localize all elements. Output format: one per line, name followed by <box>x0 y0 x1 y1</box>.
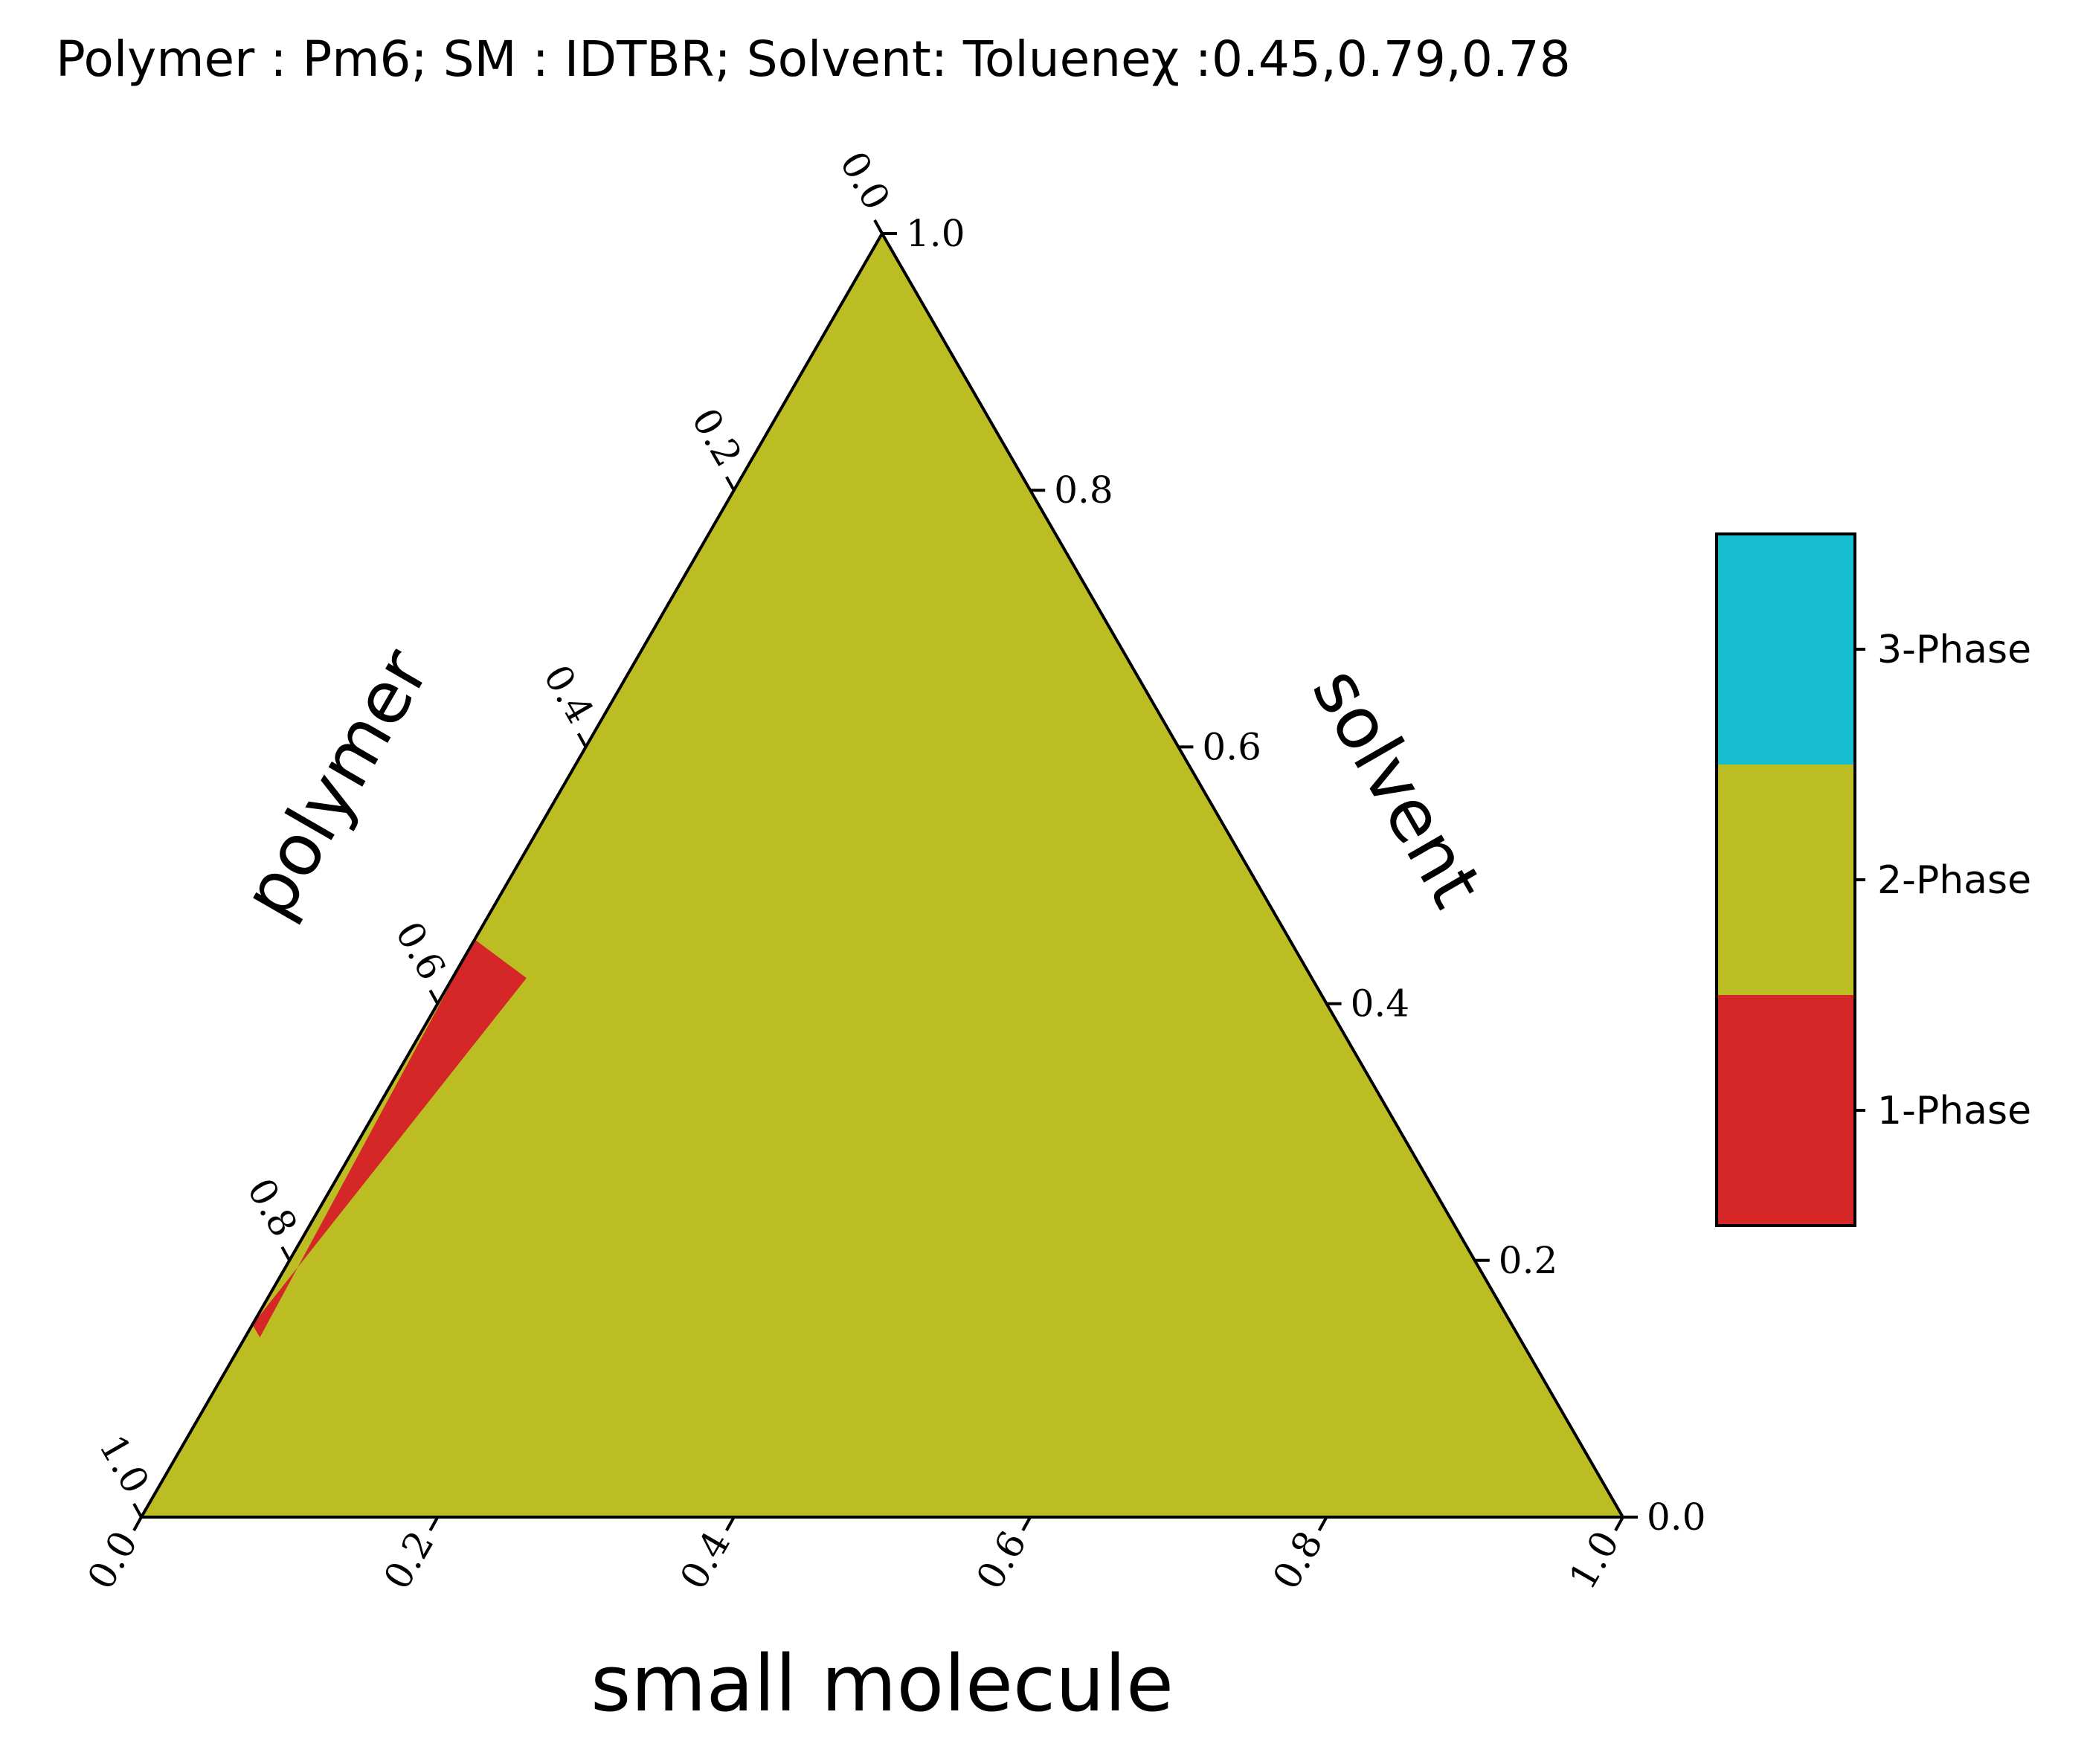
colorbar-frame <box>1715 532 1856 1227</box>
bottom-axis-tick-label: 0.4 <box>672 1524 739 1597</box>
right-axis-tick-label: 1.0 <box>906 212 965 255</box>
colorbar-segment-1-phase <box>1717 995 1855 1226</box>
colorbar-segment-2-phase <box>1717 764 1855 995</box>
phase-region-2-phase <box>141 234 1623 1517</box>
left-axis-tick-label: 0.4 <box>535 658 602 731</box>
bottom-axis-tick-label: 0.8 <box>1264 1524 1331 1597</box>
left-axis-label: polymer <box>226 635 446 932</box>
right-axis-tick-label: 0.2 <box>1499 1239 1558 1282</box>
colorbar-segment-3-phase <box>1717 534 1855 764</box>
left-axis-tick <box>725 476 736 492</box>
bottom-axis-tick <box>1614 1516 1624 1531</box>
right-axis-tick-label: 0.4 <box>1351 982 1410 1026</box>
chart-title: Polymer : Pm6; SM : IDTBR; Solvent: Tolu… <box>56 30 1571 88</box>
left-axis-tick-label: 0.0 <box>832 144 898 217</box>
left-axis-tick <box>873 219 884 234</box>
left-axis-tick <box>132 1503 143 1518</box>
left-axis-tick-label: 1.0 <box>91 1428 158 1501</box>
left-axis-tick <box>428 989 440 1005</box>
bottom-axis-tick <box>132 1516 143 1531</box>
colorbar-label: 1-Phase <box>1877 1089 2031 1133</box>
left-axis-tick-label: 0.2 <box>684 401 750 474</box>
left-axis-tick <box>576 733 588 748</box>
left-axis-tick <box>280 1246 291 1261</box>
colorbar-label: 2-Phase <box>1877 858 2031 903</box>
bottom-axis-tick-label: 1.0 <box>1560 1524 1627 1597</box>
ternary-plot-area: 0.0 0.2 0.4 0.6 0.8 1.00.00.20.40.60.81.00.00… <box>79 144 1705 1729</box>
left-axis-tick-label: 0.8 <box>239 1171 306 1244</box>
bottom-axis-label: small molecule <box>591 1638 1174 1729</box>
phase-colorbar: 1-Phase 2-Phase 3-Phase <box>1715 532 2031 1227</box>
right-axis-tick-label: 0.6 <box>1202 725 1261 768</box>
right-axis-tick-label: 0.8 <box>1054 469 1113 512</box>
bottom-axis-tick-label: 0.2 <box>376 1524 443 1597</box>
right-axis-label: solvent <box>1296 654 1499 921</box>
bottom-axis-tick <box>1021 1516 1032 1531</box>
bottom-axis-tick <box>428 1516 440 1531</box>
bottom-axis-tick <box>1317 1516 1328 1531</box>
triangle-outline <box>138 230 1626 1519</box>
left-axis-tick-label: 0.6 <box>387 915 454 988</box>
right-axis-tick-label: 0.0 <box>1647 1496 1706 1539</box>
bottom-axis-tick-label: 0.6 <box>968 1524 1035 1597</box>
phase-region-1-phase <box>252 939 527 1338</box>
bottom-axis-tick-label: 0.0 <box>79 1524 146 1597</box>
bottom-axis-tick <box>725 1516 736 1531</box>
colorbar-label: 3-Phase <box>1877 628 2031 672</box>
